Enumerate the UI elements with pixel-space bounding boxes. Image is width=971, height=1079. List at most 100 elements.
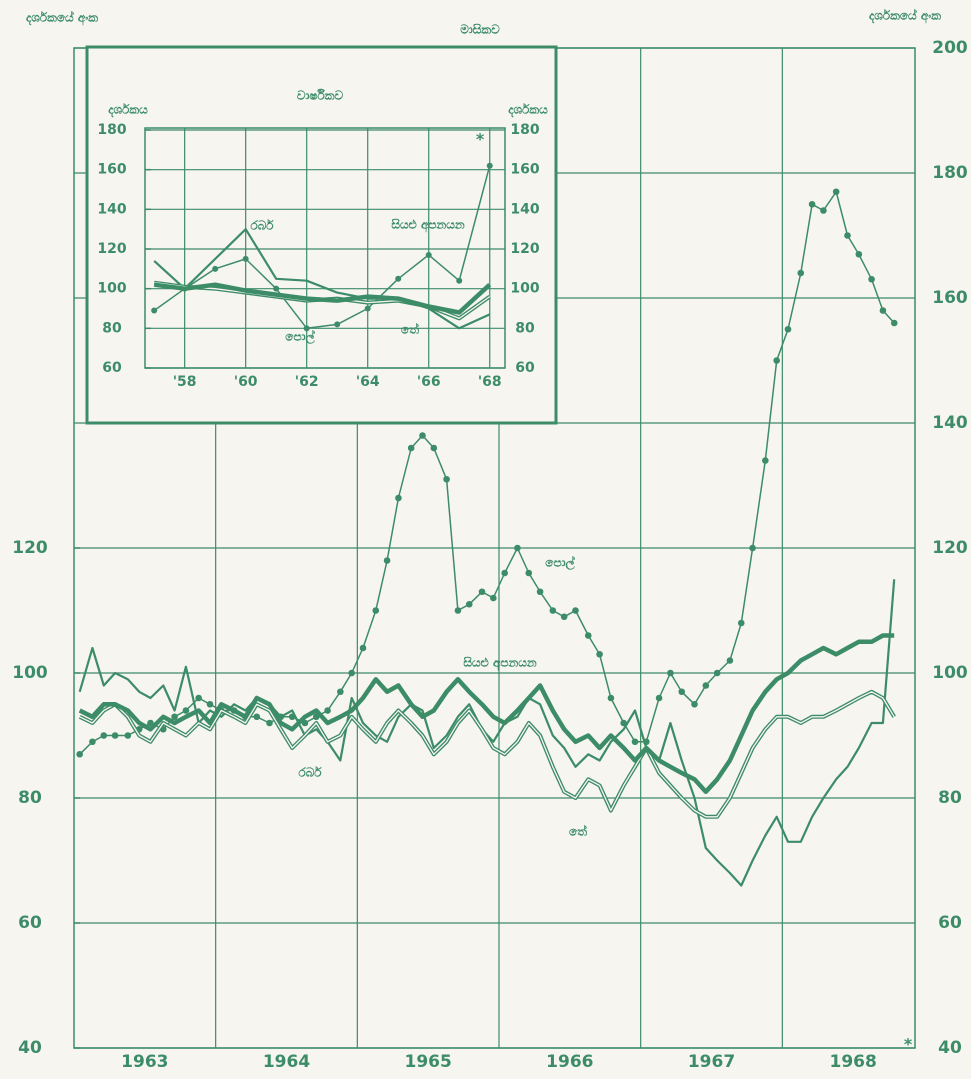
x-tick-label: 1964	[263, 1052, 310, 1072]
series-marker	[572, 607, 579, 614]
y-tick-label: 60	[102, 360, 122, 376]
series-marker	[514, 544, 521, 552]
series-marker	[195, 694, 202, 702]
series-marker	[456, 277, 463, 284]
series-line	[79, 191, 895, 755]
series-label: පොල්	[545, 555, 575, 571]
series-marker	[348, 669, 355, 677]
series-marker	[395, 494, 402, 502]
series-label: සියළු අපනයන	[391, 218, 465, 233]
series-marker	[784, 325, 792, 333]
series-label: රබර්	[298, 766, 322, 780]
series-marker	[655, 694, 663, 702]
y-tick-label: 180	[97, 122, 126, 138]
series-marker	[631, 738, 639, 746]
chart-title: මාසිකව	[460, 23, 500, 37]
series-marker	[443, 475, 450, 483]
series-marker	[337, 688, 344, 696]
series-marker	[584, 632, 592, 639]
y2-tick-label: 40	[938, 1038, 962, 1058]
y-tick-label: 80	[102, 320, 122, 336]
y2-tick-label: 140	[510, 201, 539, 217]
series-marker	[171, 713, 178, 721]
y-tick-label: 120	[12, 538, 48, 558]
series-marker	[691, 700, 698, 708]
y2-tick-label: 100	[510, 281, 539, 297]
y-tick-label: 40	[18, 1038, 42, 1058]
y-tick-label: 60	[18, 913, 42, 933]
series-marker	[490, 594, 497, 602]
y-tick-label: 80	[18, 788, 42, 808]
y-tick-label: 160	[97, 162, 126, 178]
series-marker	[372, 607, 380, 614]
series-marker	[425, 251, 432, 258]
y2-tick-label: 120	[932, 538, 968, 558]
series-label: පොල්	[285, 329, 315, 345]
series-marker	[407, 444, 415, 452]
y2-tick-label: 60	[938, 913, 962, 933]
series-marker	[89, 738, 96, 746]
series-marker	[182, 707, 190, 714]
x-tick-label: '66	[417, 374, 441, 390]
series-marker	[808, 200, 816, 208]
series-marker	[549, 607, 557, 614]
series-marker	[832, 188, 840, 196]
y-tick-label: 120	[97, 241, 126, 257]
series-marker	[762, 457, 769, 464]
x-tick-label: '60	[234, 374, 258, 390]
series-marker	[726, 657, 734, 664]
series-marker	[536, 588, 544, 596]
y2-tick-label: 100	[932, 663, 968, 683]
series-line	[153, 282, 492, 315]
series-line	[78, 579, 896, 887]
series-marker	[501, 569, 508, 577]
series-label: තේ	[401, 322, 419, 336]
series-marker	[844, 232, 851, 239]
y2-tick-label: 140	[932, 413, 968, 433]
series-marker	[334, 321, 341, 328]
y2-tick-label: 60	[515, 360, 535, 376]
series-marker	[364, 305, 371, 312]
y2-tick-label: 200	[932, 38, 968, 58]
series-marker	[359, 644, 367, 652]
y-axis-label: දර්ශකයේ අංක	[26, 10, 98, 25]
x-tick-label: 1966	[546, 1052, 593, 1072]
y2-tick-label: 160	[932, 288, 968, 308]
y-tick-label: 140	[97, 201, 126, 217]
annotation: *	[476, 130, 485, 149]
series-marker	[324, 707, 331, 714]
series-marker	[855, 250, 863, 258]
series-marker	[797, 269, 805, 277]
x-tick-label: '62	[295, 374, 319, 390]
series-marker	[454, 607, 462, 614]
series-marker	[151, 307, 158, 314]
y-tick-label: 100	[97, 281, 126, 297]
series-marker	[111, 732, 119, 739]
x-tick-label: '58	[173, 374, 197, 390]
series-marker	[419, 432, 426, 439]
series-marker	[879, 307, 887, 314]
series-marker	[596, 650, 603, 658]
series-marker	[820, 207, 827, 214]
series-line	[78, 633, 895, 795]
series-marker	[206, 700, 214, 708]
series-marker	[76, 750, 83, 758]
y2-tick-label: 180	[510, 122, 539, 138]
series-marker	[383, 557, 391, 564]
series-label: සියළු අපනයන	[463, 656, 537, 671]
series-marker	[678, 688, 686, 696]
x-tick-label: 1963	[121, 1052, 168, 1072]
annotation: *	[904, 1035, 913, 1054]
series-marker	[253, 713, 261, 721]
y2-axis-label: දර්ශකය	[508, 103, 548, 118]
x-tick-label: 1965	[405, 1052, 452, 1072]
y2-axis-label: දර්ශකයේ අංක	[869, 8, 941, 23]
series-marker	[486, 162, 493, 169]
series-marker	[868, 275, 875, 283]
series-marker	[124, 732, 132, 739]
chart-title: වාර්ෂිකව	[297, 88, 344, 103]
series-marker	[773, 357, 780, 364]
series-marker	[713, 669, 721, 677]
series-line	[153, 228, 491, 330]
